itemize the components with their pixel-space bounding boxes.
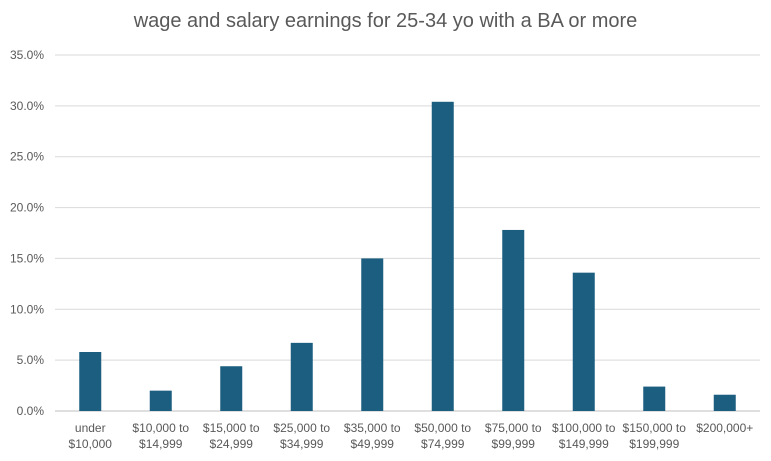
y-tick-label: 20.0% [10,201,44,215]
bar [572,272,595,411]
x-tick-label-line: $200,000+ [696,421,753,435]
bar [502,229,525,411]
x-tick-label-line: $25,000 to [273,421,330,435]
x-tick-label-line: $74,999 [421,437,465,451]
bars [79,101,736,411]
x-tick-label-line: $10,000 to [132,421,189,435]
x-tick-label-line: $24,999 [210,437,254,451]
y-tick-label: 0.0% [17,404,45,418]
bar [361,258,384,411]
gridlines [55,54,760,412]
x-tick-label: $75,000 to $99,999 [485,421,542,451]
chart-title: wage and salary earnings for 25-34 yo wi… [133,10,638,32]
y-tick-label: 5.0% [17,353,45,367]
x-tick-label: $10,000 to $14,999 [132,421,189,451]
x-tick-label-line: $75,000 to [485,421,542,435]
x-tick-label-line: $199,999 [629,437,679,451]
y-tick-label: 30.0% [10,99,44,113]
x-tick-label-line: $49,999 [351,437,395,451]
x-tick-label: $25,000 to $34,999 [273,421,330,451]
x-tick-label: $100,000 to $149,999 [552,421,616,451]
x-tick-label-line: $100,000 to [552,421,616,435]
y-tick-label: 25.0% [10,150,44,164]
x-tick-label-line: $15,000 to [203,421,260,435]
y-tick-label: 10.0% [10,302,44,316]
y-tick-label: 15.0% [10,251,44,265]
bar [149,390,172,411]
y-axis-ticks: 0.0% 5.0% 10.0% 15.0% 20.0% 25.0% 30.0% 35.0% [10,48,44,418]
x-tick-label-line: $149,999 [559,437,609,451]
bar [79,352,102,411]
x-tick-label: $15,000 to $24,999 [203,421,260,451]
x-tick-label: $150,000 to $199,999 [623,421,687,451]
x-axis-ticks: under $10,000$10,000 to $14,999$15,000 to $… [69,421,754,451]
bar [220,366,243,411]
x-tick-label: $50,000 to $74,999 [414,421,471,451]
x-tick-label-line: $50,000 to [414,421,471,435]
x-tick-label: under $10,000 [69,421,113,451]
bar [290,342,313,411]
x-tick-label-line: $150,000 to [623,421,687,435]
bar [713,394,736,411]
bar [431,101,454,411]
x-tick-label-line: $35,000 to [344,421,401,435]
x-tick-label: $35,000 to $49,999 [344,421,401,451]
bar [643,386,666,411]
x-tick-label-line: $10,000 [69,437,113,451]
x-tick-label: $200,000+ [696,421,753,435]
x-tick-label-line: $14,999 [139,437,183,451]
y-tick-label: 35.0% [10,48,44,62]
x-tick-label-line: $34,999 [280,437,324,451]
x-tick-label-line: $99,999 [492,437,536,451]
x-tick-label-line: under [75,421,106,435]
